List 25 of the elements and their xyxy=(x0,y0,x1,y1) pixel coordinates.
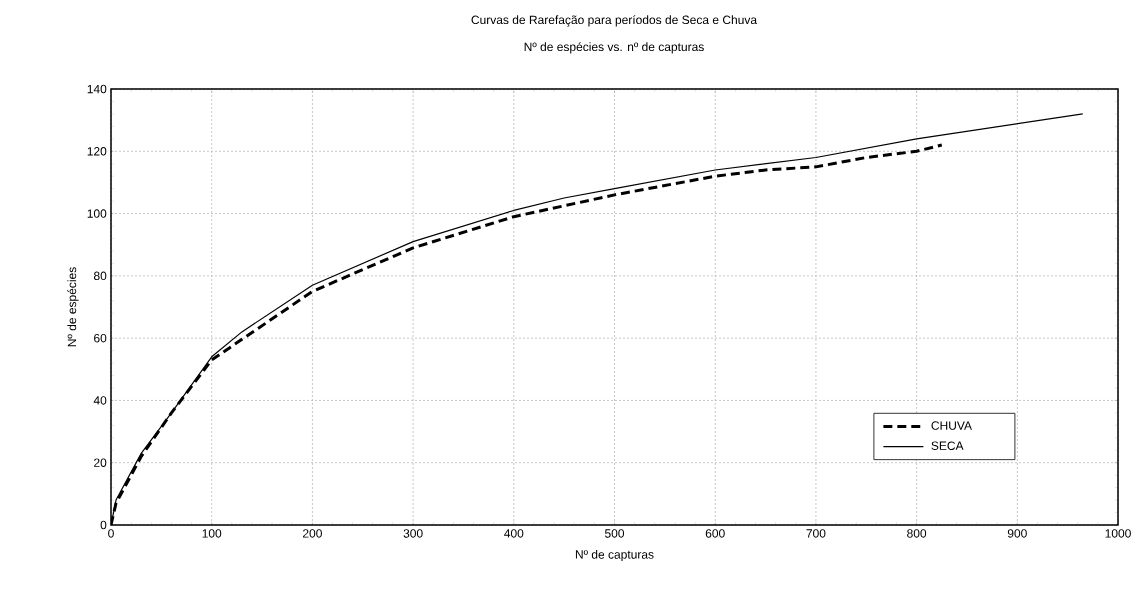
x-tick-label: 500 xyxy=(604,529,625,538)
y-tick-label: 20 xyxy=(94,458,107,467)
x-tick-label: 1000 xyxy=(1105,529,1131,538)
x-axis-title: Nº de capturas xyxy=(575,549,654,562)
y-tick-label: 120 xyxy=(87,147,107,156)
x-tick-label: 200 xyxy=(303,529,322,538)
x-tick-label: 800 xyxy=(907,529,927,538)
y-tick-label: 0 xyxy=(100,520,107,530)
x-tick-label: 0 xyxy=(108,529,114,538)
y-tick-label: 60 xyxy=(94,333,107,343)
legend-label: CHUVA xyxy=(931,421,972,430)
y-tick-label: 80 xyxy=(93,271,107,281)
y-axis-title: Nº de espécies xyxy=(67,267,79,347)
x-tick-label: 400 xyxy=(504,529,524,538)
chart-subtitle: Nº de espécies vs. nº de capturas xyxy=(524,42,704,54)
x-tick-label: 700 xyxy=(806,529,826,538)
x-tick-label: 900 xyxy=(1007,529,1027,538)
y-tick-label: 40 xyxy=(93,396,107,405)
x-tick-label: 300 xyxy=(403,529,423,538)
y-tick-label: 100 xyxy=(87,209,107,218)
x-tick-label: 600 xyxy=(705,529,725,538)
y-tick-label: 140 xyxy=(87,84,107,94)
chart-title: Curvas de Rarefação para períodos de Seca e Chuva xyxy=(471,15,758,27)
x-tick-label: 100 xyxy=(202,529,222,538)
legend-label: SECA xyxy=(931,441,964,450)
